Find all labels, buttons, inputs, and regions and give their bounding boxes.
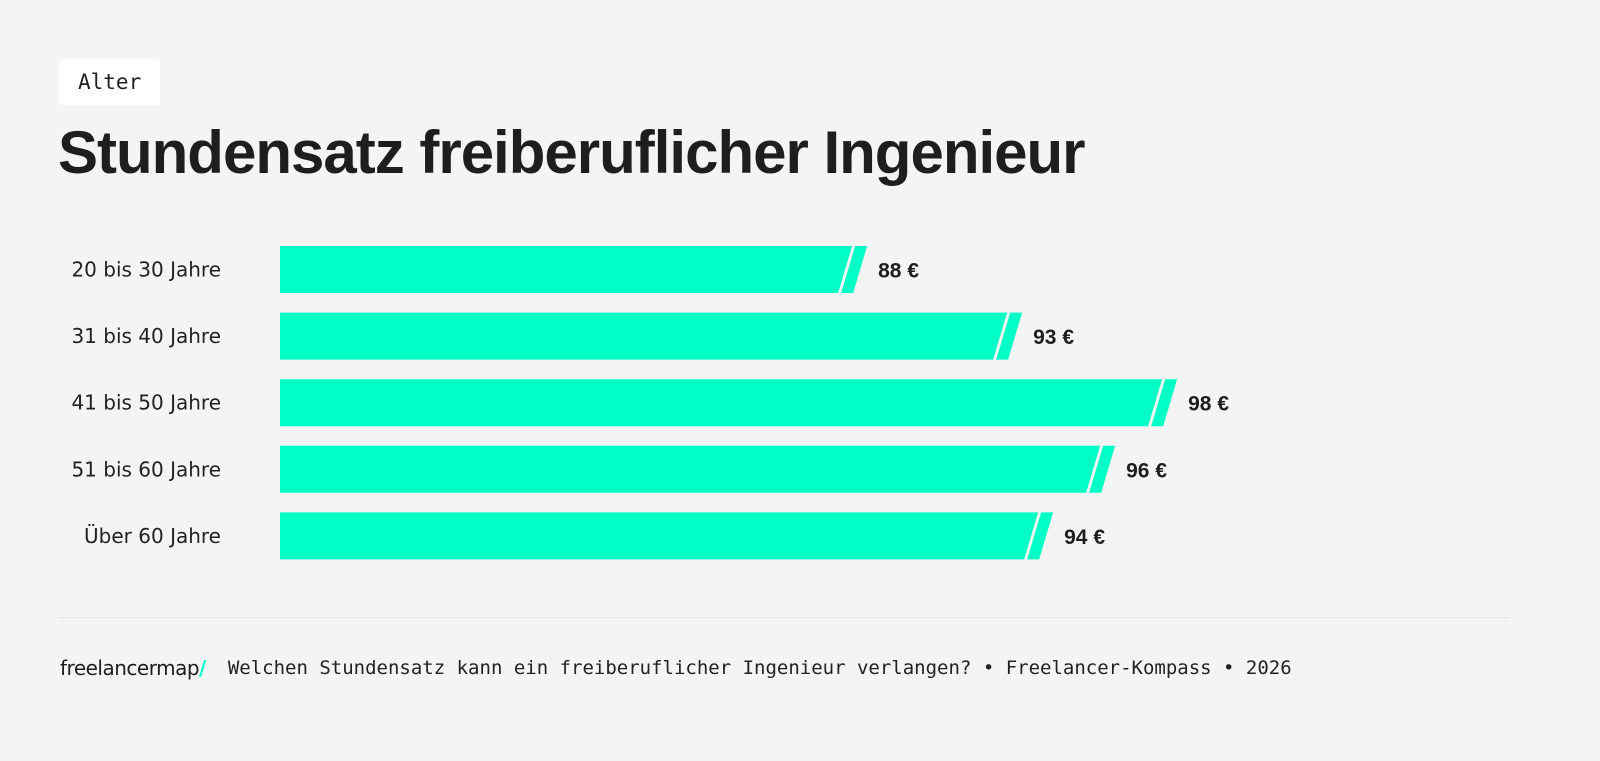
logo-slash: / <box>199 656 206 680</box>
bar-group: 31 bis 40 Jahre 93 € <box>71 312 1074 360</box>
axis-break-mark <box>1089 445 1116 493</box>
category-label: 31 bis 40 Jahre <box>71 324 221 348</box>
category-tag: Alter <box>59 59 161 105</box>
value-label: 96 € <box>1126 459 1167 482</box>
value-label: 93 € <box>1033 326 1074 349</box>
freelancermap-logo: freelancermap/ <box>60 656 206 680</box>
logo-text: freelancermap <box>60 656 200 680</box>
footer: freelancermap/ Welchen Stundensatz kann … <box>60 656 1292 680</box>
value-label: 88 € <box>878 260 919 283</box>
bar <box>280 512 1039 560</box>
bar <box>280 246 853 293</box>
divider <box>59 617 1509 618</box>
bar-group: 20 bis 30 Jahre 88 € <box>71 246 919 293</box>
bar-chart: 20 bis 30 Jahre 88 € 31 bis 40 Jahre 93 € 41… <box>71 246 1229 560</box>
category-label: 41 bis 50 Jahre <box>71 391 221 415</box>
bar <box>280 312 1008 360</box>
value-label: 98 € <box>1188 393 1229 416</box>
bar-group: 51 bis 60 Jahre 96 € <box>71 445 1167 493</box>
axis-break-mark <box>996 312 1023 360</box>
chart-title: Stundensatz freiberuflicher Ingenieur <box>58 119 1086 186</box>
bar-group: 41 bis 50 Jahre 98 € <box>71 379 1229 427</box>
bar <box>280 445 1101 493</box>
axis-break-mark <box>1027 512 1054 560</box>
axis-break-mark <box>1151 379 1178 427</box>
category-label: Über 60 Jahre <box>84 524 221 548</box>
bar <box>280 379 1163 427</box>
category-label: 20 bis 30 Jahre <box>71 258 221 282</box>
axis-break-mark <box>841 246 868 293</box>
bar-group: Über 60 Jahre 94 € <box>84 512 1105 560</box>
source-note: Welchen Stundensatz kann ein freiberufli… <box>227 657 1292 679</box>
category-label: 51 bis 60 Jahre <box>71 457 221 481</box>
value-label: 94 € <box>1064 526 1105 549</box>
